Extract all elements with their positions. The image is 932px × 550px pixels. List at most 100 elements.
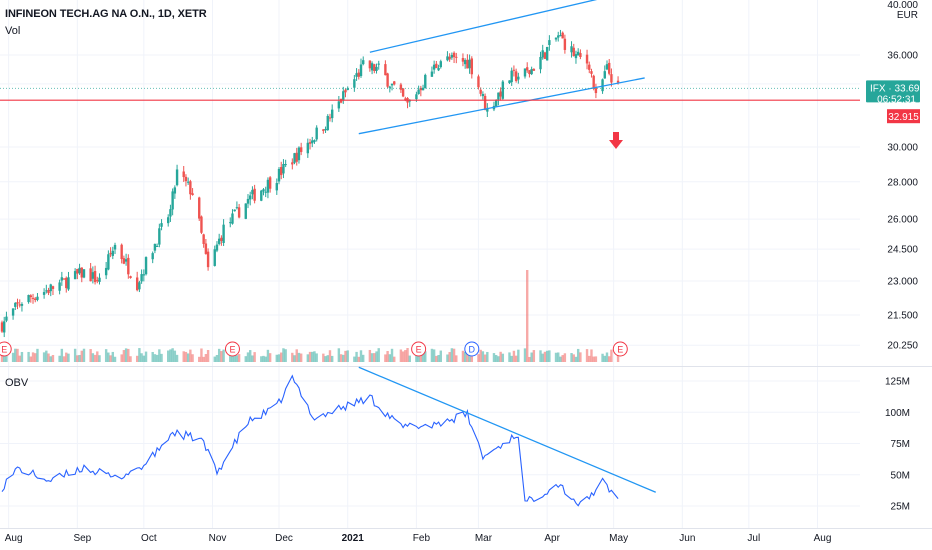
volume-bar xyxy=(173,350,177,362)
earnings-marker xyxy=(224,341,240,357)
obv-tick-label: 25M xyxy=(891,502,910,513)
volume-bar xyxy=(124,348,128,362)
candle-body xyxy=(494,100,498,107)
volume-bar xyxy=(610,349,613,362)
volume-bar xyxy=(574,356,578,362)
volume-bar xyxy=(328,350,332,362)
volume-bar xyxy=(608,356,611,362)
candle-body xyxy=(275,183,278,191)
candle-body xyxy=(588,64,591,70)
candle-body xyxy=(561,32,564,39)
candle-body xyxy=(191,193,194,195)
currency-label: EUR xyxy=(897,10,918,21)
candle-body xyxy=(173,187,177,194)
volume-bar xyxy=(517,349,520,362)
volume-bar xyxy=(579,352,582,362)
volume-bar xyxy=(370,353,374,362)
volume-bar xyxy=(151,351,154,362)
candle-body xyxy=(14,302,17,307)
candle-body xyxy=(608,62,611,74)
time-tick-label: Jun xyxy=(679,533,695,544)
volume-bar xyxy=(237,354,241,362)
volume-bar xyxy=(570,353,573,362)
volume-bar xyxy=(357,356,360,362)
volume-bar xyxy=(275,354,278,362)
volume-bar xyxy=(501,353,505,362)
candle-body xyxy=(362,60,365,65)
volume-bar xyxy=(399,349,403,362)
volume-bar xyxy=(528,356,531,362)
volume-bar xyxy=(73,348,77,362)
volume-bar xyxy=(557,352,560,362)
candle-body xyxy=(204,243,208,254)
volume-bar xyxy=(326,355,329,362)
volume-bar xyxy=(554,352,558,362)
candle-body xyxy=(437,67,440,71)
candle-body xyxy=(337,101,341,109)
candle-body xyxy=(295,152,298,162)
dividend-marker-label: D xyxy=(469,345,476,355)
candle-body xyxy=(200,216,203,233)
volume-bar xyxy=(590,349,593,362)
volume-bar xyxy=(51,355,55,362)
candle-body xyxy=(523,68,527,77)
candle-body xyxy=(282,164,285,174)
candle-body xyxy=(104,267,108,276)
volume-bar xyxy=(390,348,394,362)
candle-body xyxy=(206,251,210,268)
candle-body xyxy=(386,73,389,87)
candle-body xyxy=(463,60,467,65)
volume-bar xyxy=(401,351,405,362)
volume-bar xyxy=(393,356,396,362)
volume-bar xyxy=(91,353,95,362)
candle-body xyxy=(297,147,301,161)
volume-bar xyxy=(129,356,132,362)
candle-body xyxy=(497,92,500,100)
candle-body xyxy=(153,243,157,251)
candle-body xyxy=(470,58,474,75)
candle-body xyxy=(330,109,334,119)
volume-bar xyxy=(523,348,527,362)
candle-body xyxy=(231,213,234,224)
candle-body xyxy=(311,140,314,144)
candle-body xyxy=(182,171,185,178)
candle-body xyxy=(51,286,55,289)
volume-bar xyxy=(169,349,172,362)
volume-bar xyxy=(206,350,210,362)
volume-bar xyxy=(80,350,83,362)
candle-body xyxy=(499,91,502,97)
candle-body xyxy=(359,64,363,77)
volume-bar xyxy=(306,354,310,362)
candle-body xyxy=(375,66,378,71)
candle-body xyxy=(129,276,132,279)
volume-bar xyxy=(42,352,46,362)
earnings-marker-label: E xyxy=(229,345,235,355)
volume-bar xyxy=(138,348,141,362)
volume-bar xyxy=(419,352,423,362)
volume-bar xyxy=(264,356,267,362)
candle-body xyxy=(184,176,188,182)
volume-bar xyxy=(295,349,298,362)
volume-bar xyxy=(355,351,358,362)
volume-bar xyxy=(311,351,314,362)
candle-body xyxy=(36,296,39,300)
earnings-marker-label: E xyxy=(1,345,7,355)
volume-bar xyxy=(200,348,203,362)
volume-bar xyxy=(293,355,296,362)
candle-body xyxy=(592,75,595,89)
volume-bar xyxy=(155,354,159,362)
volume-bar xyxy=(603,355,606,362)
candle-body xyxy=(417,89,420,95)
candle-body xyxy=(291,162,294,165)
volume-bar xyxy=(297,352,301,362)
candle-body xyxy=(514,71,518,81)
candle-body xyxy=(466,59,469,69)
candle-body xyxy=(280,167,283,176)
volume-bar xyxy=(404,350,407,362)
candle-body xyxy=(328,117,332,119)
volume-bar xyxy=(592,356,595,362)
candle-body xyxy=(29,295,33,298)
current-price-tag xyxy=(866,80,920,103)
candle-body xyxy=(554,37,558,40)
